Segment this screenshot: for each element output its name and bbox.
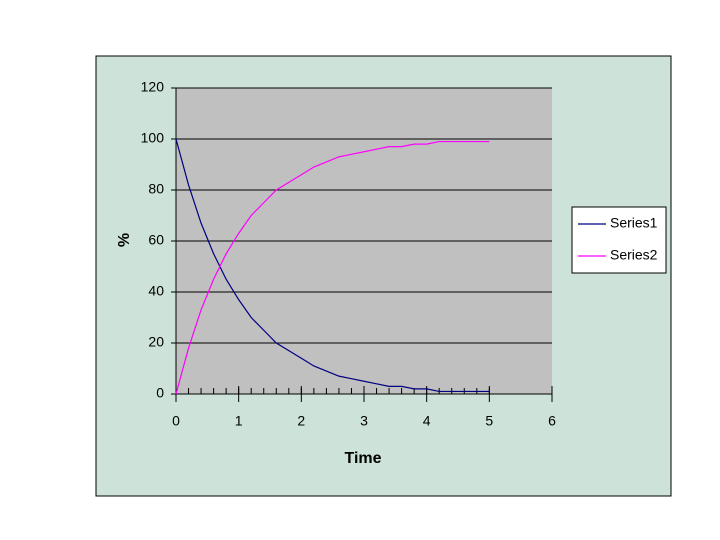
x-tick-label: 2	[297, 413, 305, 429]
x-tick-label: 0	[172, 413, 180, 429]
legend-label: Series1	[610, 215, 658, 231]
y-tick-label: 0	[156, 385, 164, 401]
x-tick-label: 5	[485, 413, 493, 429]
x-tick-label: 3	[360, 413, 368, 429]
y-tick-label: 40	[148, 283, 164, 299]
x-tick-label: 6	[548, 413, 556, 429]
x-axis-label: Time	[344, 450, 381, 467]
series-line	[175, 138, 490, 393]
y-tick-label: 100	[141, 130, 165, 146]
legend	[571, 206, 667, 274]
x-tick-label: 4	[423, 413, 431, 429]
legend-label: Series2	[610, 247, 658, 263]
y-tick-label: 60	[148, 232, 164, 248]
y-tick-label: 120	[141, 79, 165, 95]
y-tick-label: 80	[148, 181, 164, 197]
y-tick-label: 20	[148, 334, 164, 350]
y-axis-label: %	[116, 233, 133, 247]
series-line	[175, 140, 490, 395]
x-tick-label: 1	[235, 413, 243, 429]
